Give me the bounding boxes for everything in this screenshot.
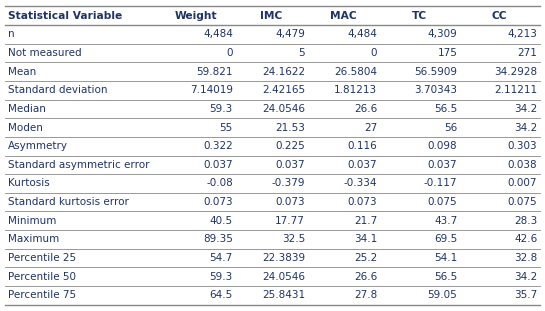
Text: 2.42165: 2.42165	[262, 85, 305, 95]
Text: Statistical Variable: Statistical Variable	[8, 11, 122, 21]
Text: 89.35: 89.35	[203, 234, 233, 244]
Text: Standard kurtosis error: Standard kurtosis error	[8, 197, 129, 207]
Text: 25.8431: 25.8431	[262, 290, 305, 300]
Text: 34.1: 34.1	[354, 234, 377, 244]
Text: Not measured: Not measured	[8, 48, 81, 58]
Text: 4,309: 4,309	[427, 29, 457, 39]
Text: 43.7: 43.7	[434, 216, 457, 226]
Text: Moden: Moden	[8, 123, 43, 132]
Text: TC: TC	[412, 11, 427, 21]
Text: CC: CC	[492, 11, 507, 21]
Text: 56.5: 56.5	[434, 104, 457, 114]
Text: Kurtosis: Kurtosis	[8, 179, 50, 188]
Text: 175: 175	[438, 48, 457, 58]
Text: 26.6: 26.6	[354, 272, 377, 282]
Text: 34.2: 34.2	[514, 272, 537, 282]
Text: 56.5: 56.5	[434, 272, 457, 282]
Text: 25.2: 25.2	[354, 253, 377, 263]
Text: 0.303: 0.303	[508, 141, 537, 151]
Text: 4,479: 4,479	[275, 29, 305, 39]
Text: 40.5: 40.5	[210, 216, 233, 226]
Text: 7.14019: 7.14019	[190, 85, 233, 95]
Text: 32.8: 32.8	[514, 253, 537, 263]
Text: 0.038: 0.038	[508, 160, 537, 170]
Text: 4,484: 4,484	[347, 29, 377, 39]
Text: 0.073: 0.073	[348, 197, 377, 207]
Text: 35.7: 35.7	[514, 290, 537, 300]
Text: Percentile 75: Percentile 75	[8, 290, 76, 300]
Text: n: n	[8, 29, 14, 39]
Text: -0.08: -0.08	[206, 179, 233, 188]
Text: 56: 56	[444, 123, 457, 132]
Text: 22.3839: 22.3839	[262, 253, 305, 263]
Text: 2.11211: 2.11211	[494, 85, 537, 95]
Text: 0.075: 0.075	[428, 197, 457, 207]
Text: 4,484: 4,484	[203, 29, 233, 39]
Text: Standard deviation: Standard deviation	[8, 85, 107, 95]
Text: 0: 0	[226, 48, 233, 58]
Text: 0.037: 0.037	[275, 160, 305, 170]
Text: 59.821: 59.821	[196, 67, 233, 77]
Text: 54.1: 54.1	[434, 253, 457, 263]
Text: 34.2: 34.2	[514, 123, 537, 132]
Text: Standard asymmetric error: Standard asymmetric error	[8, 160, 149, 170]
Text: 0.225: 0.225	[275, 141, 305, 151]
Text: -0.117: -0.117	[424, 179, 457, 188]
Text: 5: 5	[299, 48, 305, 58]
Text: 0.322: 0.322	[203, 141, 233, 151]
Text: 0.073: 0.073	[203, 197, 233, 207]
Text: Maximum: Maximum	[8, 234, 59, 244]
Text: 42.6: 42.6	[514, 234, 537, 244]
Text: 4,213: 4,213	[507, 29, 537, 39]
Text: Percentile 50: Percentile 50	[8, 272, 76, 282]
Text: 32.5: 32.5	[282, 234, 305, 244]
Text: Asymmetry: Asymmetry	[8, 141, 68, 151]
Text: 34.2928: 34.2928	[494, 67, 537, 77]
Text: 0.037: 0.037	[348, 160, 377, 170]
Text: 0.075: 0.075	[508, 197, 537, 207]
Text: 59.3: 59.3	[210, 272, 233, 282]
Text: 24.0546: 24.0546	[262, 104, 305, 114]
Text: 27.8: 27.8	[354, 290, 377, 300]
Text: 56.5909: 56.5909	[414, 67, 457, 77]
Text: 69.5: 69.5	[434, 234, 457, 244]
Text: 54.7: 54.7	[210, 253, 233, 263]
Text: 28.3: 28.3	[514, 216, 537, 226]
Text: 24.0546: 24.0546	[262, 272, 305, 282]
Text: 27: 27	[364, 123, 377, 132]
Text: 1.81213: 1.81213	[334, 85, 377, 95]
Text: 0.073: 0.073	[275, 197, 305, 207]
Text: 55: 55	[220, 123, 233, 132]
Text: 0.007: 0.007	[508, 179, 537, 188]
Text: 21.7: 21.7	[354, 216, 377, 226]
Text: 21.53: 21.53	[275, 123, 305, 132]
Text: 59.05: 59.05	[427, 290, 457, 300]
Text: 24.1622: 24.1622	[262, 67, 305, 77]
Text: IMC: IMC	[260, 11, 282, 21]
Text: 17.77: 17.77	[275, 216, 305, 226]
Text: 271: 271	[518, 48, 537, 58]
Text: 34.2: 34.2	[514, 104, 537, 114]
Text: Percentile 25: Percentile 25	[8, 253, 76, 263]
Text: Median: Median	[8, 104, 45, 114]
Text: 26.6: 26.6	[354, 104, 377, 114]
Text: MAC: MAC	[330, 11, 356, 21]
Text: Minimum: Minimum	[8, 216, 56, 226]
Text: 64.5: 64.5	[210, 290, 233, 300]
Text: Mean: Mean	[8, 67, 36, 77]
Text: 0.037: 0.037	[203, 160, 233, 170]
Text: 0: 0	[371, 48, 377, 58]
Text: -0.379: -0.379	[271, 179, 305, 188]
Text: 26.5804: 26.5804	[334, 67, 377, 77]
Text: 3.70343: 3.70343	[414, 85, 457, 95]
Text: 0.037: 0.037	[428, 160, 457, 170]
Text: Weight: Weight	[175, 11, 217, 21]
Text: 59.3: 59.3	[210, 104, 233, 114]
Text: 0.098: 0.098	[428, 141, 457, 151]
Text: -0.334: -0.334	[344, 179, 377, 188]
Text: 0.116: 0.116	[347, 141, 377, 151]
